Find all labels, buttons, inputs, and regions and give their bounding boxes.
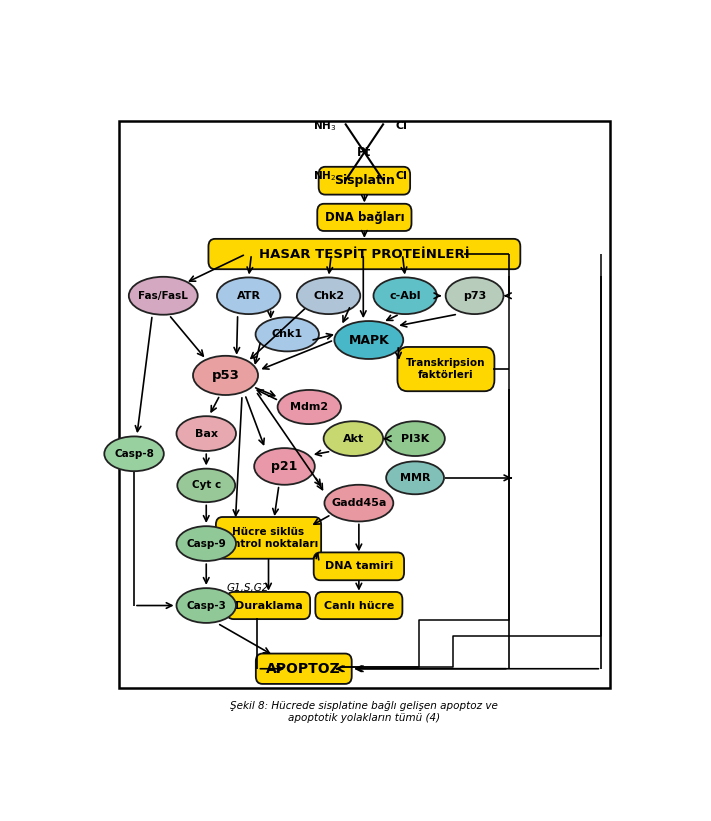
Text: Akt: Akt	[343, 433, 364, 443]
Text: Casp-9: Casp-9	[186, 539, 226, 548]
Text: Cl: Cl	[396, 121, 408, 131]
Ellipse shape	[177, 469, 235, 502]
Text: p21: p21	[272, 460, 298, 473]
Ellipse shape	[324, 484, 393, 521]
FancyBboxPatch shape	[397, 347, 494, 392]
Ellipse shape	[334, 321, 403, 359]
Text: Transkripsion
faktörleri: Transkripsion faktörleri	[406, 358, 486, 380]
Ellipse shape	[386, 461, 444, 494]
Text: G1,S,G2: G1,S,G2	[226, 584, 269, 594]
FancyBboxPatch shape	[227, 592, 310, 619]
Text: DNA bağları: DNA bağları	[325, 211, 404, 224]
Text: Chk2: Chk2	[313, 291, 344, 300]
Text: PI3K: PI3K	[401, 433, 429, 443]
Ellipse shape	[217, 277, 280, 314]
Ellipse shape	[176, 588, 236, 623]
Text: Pt: Pt	[357, 146, 372, 158]
Ellipse shape	[297, 277, 360, 314]
Text: Bax: Bax	[195, 429, 218, 438]
FancyBboxPatch shape	[256, 654, 352, 684]
Ellipse shape	[385, 421, 445, 456]
Text: Duraklama: Duraklama	[235, 600, 302, 611]
Text: Fas/FasL: Fas/FasL	[139, 291, 188, 300]
Ellipse shape	[324, 421, 383, 456]
FancyBboxPatch shape	[314, 553, 404, 580]
Ellipse shape	[255, 448, 315, 484]
Ellipse shape	[277, 390, 341, 424]
Text: DNA tamiri: DNA tamiri	[325, 562, 393, 571]
Text: Mdm2: Mdm2	[290, 402, 328, 412]
Text: Şekil 8: Hücrede sisplatine bağlı gelişen apoptoz ve
apoptotik yolakların tümü (: Şekil 8: Hücrede sisplatine bağlı gelişe…	[230, 701, 498, 722]
FancyBboxPatch shape	[317, 204, 412, 231]
Text: MAPK: MAPK	[348, 333, 389, 346]
Text: NH$_2$: NH$_2$	[313, 169, 336, 183]
Text: Cyt c: Cyt c	[192, 480, 221, 490]
Ellipse shape	[446, 277, 503, 314]
Text: c-Abl: c-Abl	[390, 291, 421, 300]
Ellipse shape	[176, 416, 236, 451]
Text: NH$_3$: NH$_3$	[313, 119, 336, 133]
Text: HASAR TESPİT PROTEİNLERİ: HASAR TESPİT PROTEİNLERİ	[259, 248, 470, 260]
FancyBboxPatch shape	[316, 592, 402, 619]
Text: Canlı hücre: Canlı hücre	[324, 600, 394, 611]
Polygon shape	[119, 121, 609, 688]
Ellipse shape	[129, 277, 198, 314]
Text: Cl: Cl	[396, 172, 408, 181]
Ellipse shape	[176, 526, 236, 561]
Ellipse shape	[193, 355, 258, 395]
Text: Chk1: Chk1	[272, 329, 303, 339]
Text: Sisplatin: Sisplatin	[334, 174, 395, 187]
Text: Casp-8: Casp-8	[114, 449, 154, 459]
Text: p73: p73	[463, 291, 486, 300]
Text: APOPTOZ: APOPTOZ	[267, 662, 341, 676]
Ellipse shape	[373, 277, 437, 314]
Text: MMR: MMR	[400, 473, 430, 483]
FancyBboxPatch shape	[208, 239, 520, 269]
Ellipse shape	[255, 317, 319, 351]
Text: Hücre siklüs
kontrol noktaları: Hücre siklüs kontrol noktaları	[219, 527, 318, 548]
Text: p53: p53	[212, 369, 240, 382]
Text: ATR: ATR	[237, 291, 261, 300]
Ellipse shape	[105, 437, 164, 471]
FancyBboxPatch shape	[216, 517, 321, 559]
Text: Casp-3: Casp-3	[186, 600, 226, 611]
FancyBboxPatch shape	[319, 167, 410, 195]
Text: Gadd45a: Gadd45a	[331, 498, 387, 508]
